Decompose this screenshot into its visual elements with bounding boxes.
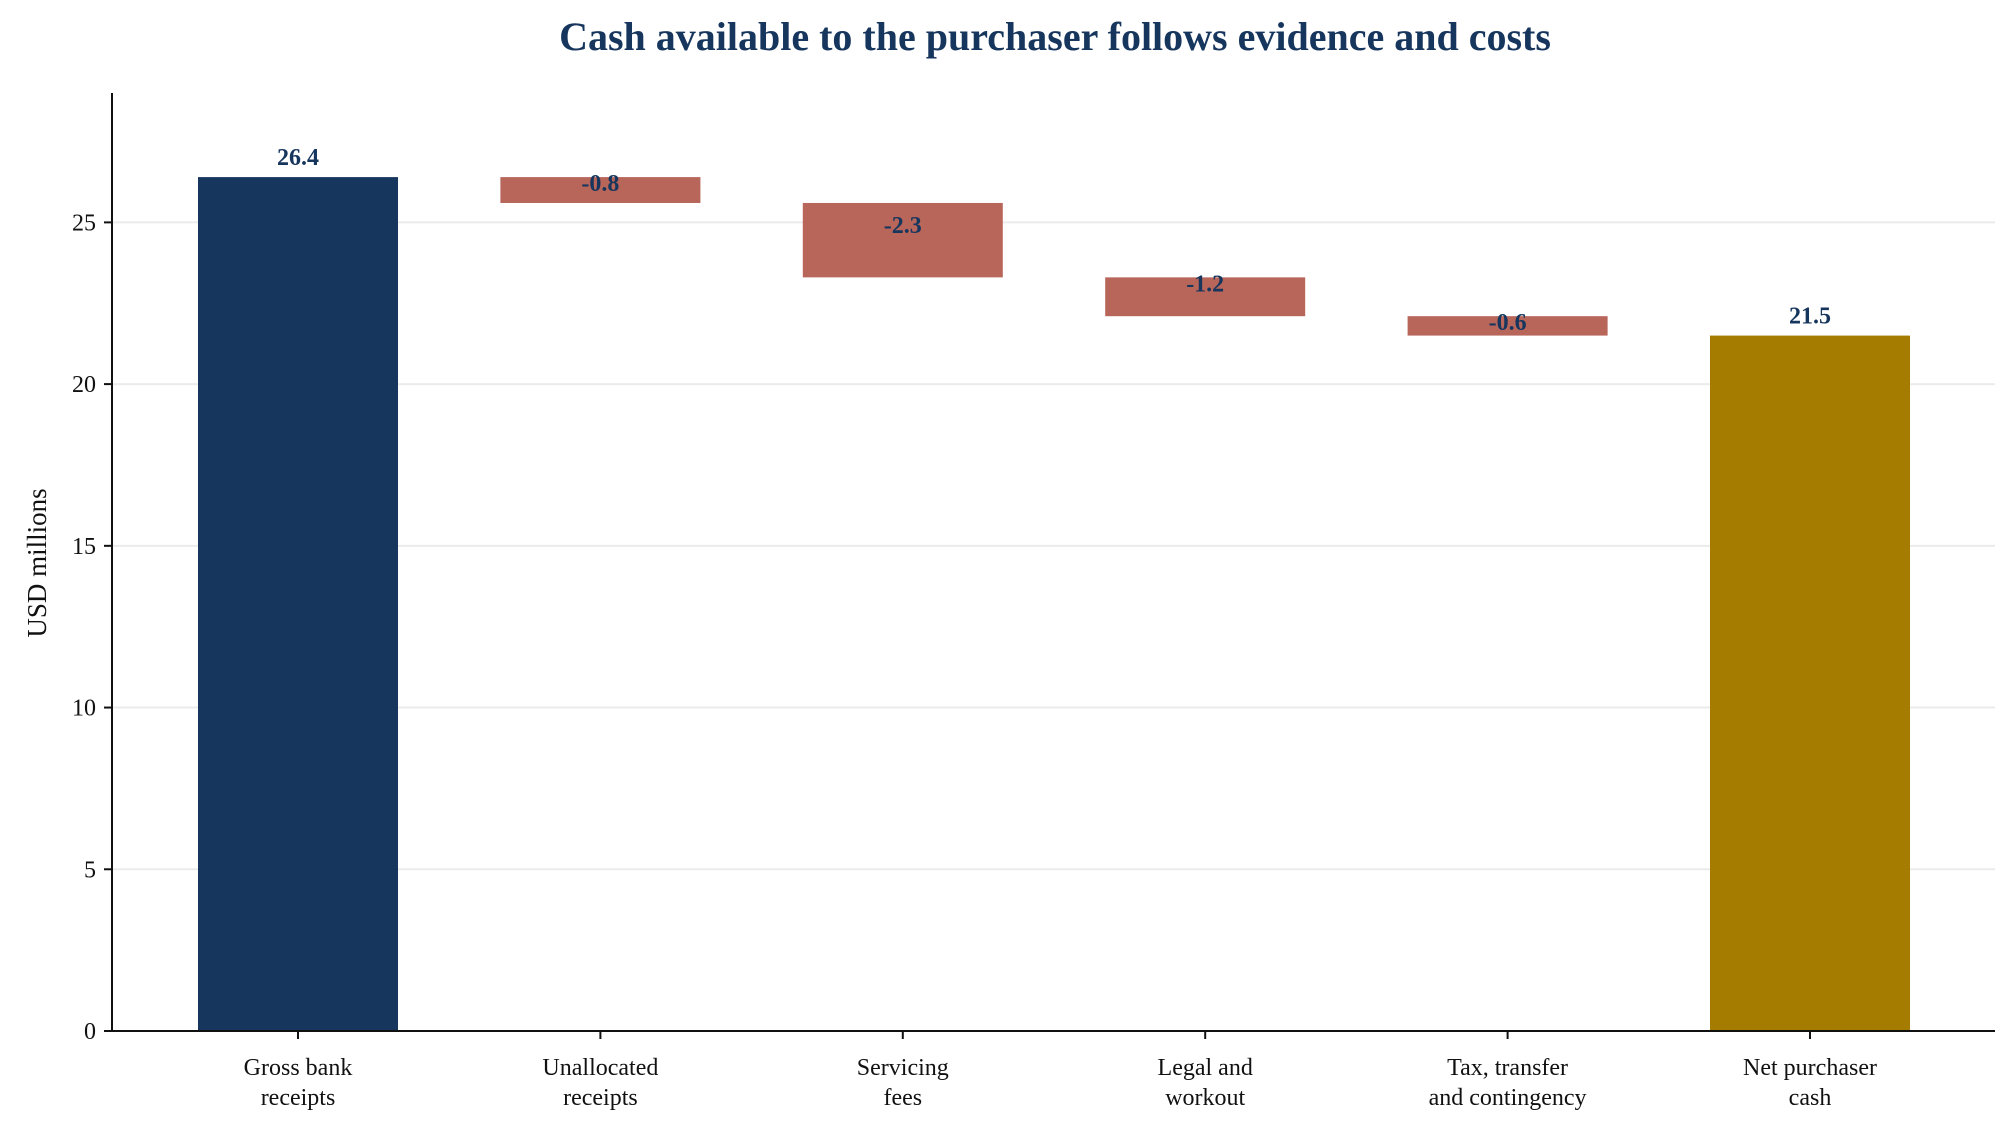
bar-decrease — [1407, 316, 1608, 336]
data-label: 21.5 — [1789, 304, 1831, 330]
y-tick-label: 15 — [72, 534, 96, 560]
x-tick-label: Legal and — [1158, 1055, 1253, 1081]
bars — [198, 177, 1910, 1032]
bar-decrease — [1105, 277, 1306, 317]
x-tick-label: Net purchaser — [1743, 1055, 1877, 1081]
x-tick-label: workout — [1165, 1085, 1245, 1111]
x-tick-label: receipts — [261, 1085, 336, 1111]
y-axis-label: USD millions — [22, 488, 52, 637]
x-tick-label: receipts — [563, 1085, 638, 1111]
bar-total — [1710, 335, 1910, 1032]
x-tick-label: fees — [883, 1085, 922, 1111]
y-tick-label: 5 — [84, 857, 96, 883]
data-labels: 26.4 -0.8 -2.3 -1.2 -0.6 21.5 — [277, 145, 1831, 336]
y-tick-label: 20 — [72, 372, 96, 398]
x-tick-label: Tax, transfer — [1447, 1055, 1568, 1081]
x-ticks: Gross bank receipts Unallocated receipts Ser… — [244, 1031, 1877, 1111]
data-label: -0.6 — [1489, 310, 1527, 336]
x-tick-label: cash — [1789, 1085, 1832, 1111]
x-tick-label: Unallocated — [542, 1055, 658, 1081]
bar-decrease — [500, 177, 701, 203]
grid-lines — [112, 221, 1995, 871]
data-label: -2.3 — [884, 213, 922, 239]
y-tick-label: 10 — [72, 696, 96, 722]
x-tick-label: and contingency — [1429, 1085, 1587, 1111]
data-label: -0.8 — [581, 171, 619, 197]
y-ticks: 0 5 10 15 20 25 — [72, 210, 112, 1045]
data-label: 26.4 — [277, 145, 319, 171]
y-tick-label: 25 — [72, 210, 96, 236]
data-label: -1.2 — [1186, 271, 1224, 297]
axes — [111, 93, 1995, 1032]
x-tick-label: Gross bank — [244, 1055, 353, 1081]
chart-title: Cash available to the purchaser follows … — [559, 14, 1551, 59]
bar-total — [198, 177, 398, 1031]
y-tick-label: 0 — [84, 1019, 96, 1045]
bar-decrease — [802, 202, 1003, 278]
x-tick-label: Servicing — [857, 1055, 949, 1081]
